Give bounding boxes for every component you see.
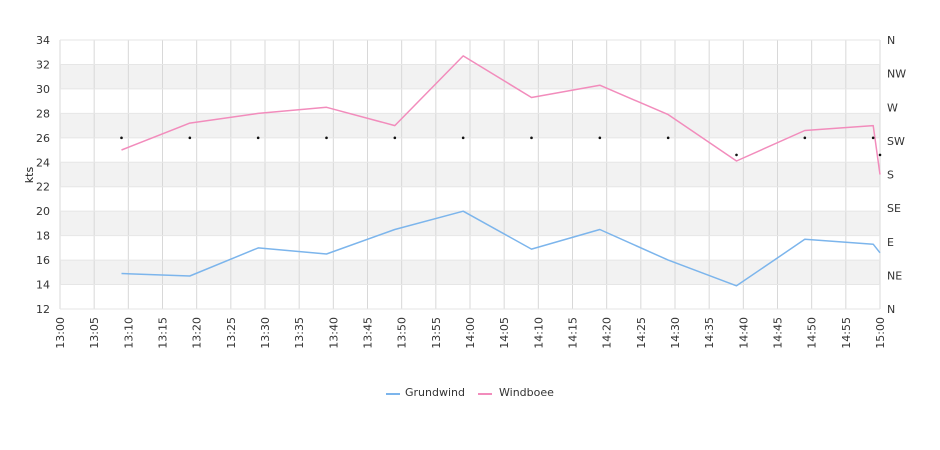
y-tick-label: 32 <box>36 58 50 71</box>
x-tick-label: 13:30 <box>259 317 272 349</box>
direction-tick-label: N <box>887 34 895 47</box>
x-tick-label: 14:40 <box>737 317 750 349</box>
x-tick-label: 14:30 <box>669 317 682 349</box>
y-tick-label: 26 <box>36 132 50 145</box>
x-tick-label: 14:45 <box>772 317 785 349</box>
y-tick-label: 24 <box>36 156 50 169</box>
series-line-windboee <box>121 55 881 175</box>
x-tick-label: 13:25 <box>225 317 238 349</box>
legend-item-grundwind[interactable]: Grundwind <box>386 386 465 399</box>
x-tick-label: 14:55 <box>840 317 853 349</box>
direction-dot <box>120 136 123 140</box>
legend-item-windboee[interactable]: Windboee <box>478 386 554 399</box>
x-tick-label: 15:00 <box>874 317 887 349</box>
y-tick-label: 20 <box>36 205 50 218</box>
y-tick-label: 18 <box>36 230 50 243</box>
x-tick-label: 13:20 <box>191 317 204 349</box>
direction-dot <box>666 136 670 140</box>
x-tick-label: 14:50 <box>806 317 819 349</box>
y-tick-label: 16 <box>36 254 50 267</box>
x-tick-label: 13:05 <box>88 317 101 349</box>
direction-dot <box>393 136 397 140</box>
direction-dot <box>530 136 533 140</box>
x-tick-label: 14:10 <box>532 317 545 349</box>
x-tick-label: 13:40 <box>327 317 340 349</box>
direction-axis-ticks: N NE E SE S SW W NW N <box>887 34 906 316</box>
series-line-grundwind <box>121 210 881 287</box>
y-tick-label: 30 <box>36 83 50 96</box>
direction-dot <box>256 136 260 140</box>
direction-dot <box>325 136 328 140</box>
x-tick-label: 13:00 <box>54 317 67 349</box>
direction-dot <box>188 136 192 140</box>
direction-dots <box>120 136 882 157</box>
direction-tick-label: E <box>887 236 894 249</box>
x-tick-label: 13:35 <box>293 317 306 349</box>
x-tick-label: 13:55 <box>430 317 443 349</box>
direction-dot <box>598 136 602 140</box>
direction-tick-label: SW <box>887 135 905 148</box>
direction-tick-label: NE <box>887 269 902 282</box>
direction-dot <box>878 153 882 157</box>
direction-dot <box>735 153 738 157</box>
y-tick-label: 12 <box>36 303 50 316</box>
y-tick-label: 28 <box>36 107 50 120</box>
x-tick-label: 13:50 <box>396 317 409 349</box>
y-axis-ticks: 12 14 16 18 20 22 24 26 28 30 32 34 <box>36 34 50 316</box>
y-tick-label: 34 <box>36 34 50 47</box>
x-tick-label: 14:25 <box>635 317 648 349</box>
legend-label-grundwind: Grundwind <box>405 386 465 399</box>
direction-tick-label: NW <box>887 68 906 81</box>
direction-tick-label: N <box>887 303 895 316</box>
x-tick-label: 14:00 <box>464 317 477 349</box>
x-axis-ticks: 13:00 13:05 13:10 13:15 13:20 13:25 13:30 13:35… <box>54 317 887 349</box>
legend-label-windboee: Windboee <box>499 386 554 399</box>
x-tick-label: 14:35 <box>703 317 716 349</box>
x-tick-label: 14:15 <box>567 317 580 349</box>
x-tick-label: 14:20 <box>601 317 614 349</box>
direction-dot <box>803 136 807 140</box>
x-tick-label: 13:45 <box>362 317 375 349</box>
y-tick-label: 22 <box>36 181 50 194</box>
direction-tick-label: W <box>887 101 898 114</box>
direction-tick-label: S <box>887 169 894 182</box>
y-axis-label: kts <box>23 167 36 184</box>
direction-tick-label: SE <box>887 202 901 215</box>
legend: Grundwind Windboee <box>386 386 554 399</box>
x-tick-label: 13:15 <box>157 317 170 349</box>
x-tick-label: 13:10 <box>122 317 135 349</box>
x-tick-label: 14:05 <box>498 317 511 349</box>
direction-dot <box>461 136 465 140</box>
direction-dot <box>871 136 875 140</box>
series-lines <box>121 55 881 287</box>
y-tick-label: 14 <box>36 279 50 292</box>
vertical-gridlines <box>59 40 881 309</box>
horizontal-gridlines <box>60 39 880 310</box>
